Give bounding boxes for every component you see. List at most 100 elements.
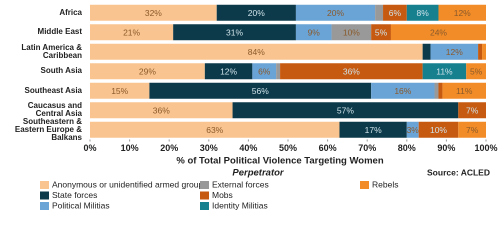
x-tick-label: 0% [83,143,96,153]
x-tick-label: 20% [160,143,178,153]
data-label: 5% [375,28,388,38]
legend-label: Mobs [212,190,233,200]
x-tick-label: 100% [474,143,497,153]
bar-segment [466,63,486,80]
data-label: 7% [466,106,479,116]
bar-segment [406,4,439,21]
bar-segment [90,43,423,60]
legend-label: Identity Militias [212,200,268,210]
x-tick-label: 10% [121,143,139,153]
bar-segment [173,24,296,41]
bar-segment [482,43,486,60]
data-label: 12% [446,47,463,57]
legend-label: Political Militias [52,200,110,210]
x-tick-label: 50% [279,143,297,153]
bar-segment [390,24,486,41]
bar-segment [339,121,407,138]
bar-segment [90,102,233,119]
data-label: 17% [365,125,382,135]
data-label: 12% [220,67,237,77]
legend-label: Anonymous or unidentified armed groups [52,179,207,189]
bar-segment [406,121,419,138]
chart-container: % of Total Political Violence Targeting … [14,4,498,210]
y-tick-label: Africa [59,7,82,17]
y-tick-label: Southeast Asia [24,85,83,95]
bar-segment [458,102,486,119]
bar-segment [90,4,217,21]
data-label: 12% [454,8,471,18]
data-label: 31% [226,28,243,38]
data-label: 32% [145,8,162,18]
y-tick-label: South Asia [40,66,82,76]
legend-swatch [40,202,49,210]
legend-label: External forces [212,179,269,189]
data-label: 21% [123,28,140,38]
bar-segment [438,82,443,99]
x-tick-label: 40% [239,143,257,153]
y-tick-label: Middle East [37,27,82,37]
bar-segment [478,43,483,60]
legend-title: Perpetrator [232,168,285,179]
data-label: 3% [407,125,420,135]
bar-segment [295,24,332,41]
y-tick-label: Caucasus and Central Asia [27,101,82,119]
data-label: 16% [394,86,411,96]
bar-segment [280,63,423,80]
data-label: 7% [466,125,479,135]
bar-segment [442,82,486,99]
x-tick-label: 60% [319,143,337,153]
data-label: 20% [248,8,265,18]
legend-swatch [200,202,209,210]
legend-swatch [200,191,209,200]
bar-segment [331,24,372,41]
bar-segment [90,63,205,80]
x-tick-label: 70% [358,143,376,153]
bar-segment [295,4,376,21]
data-label: 10% [430,125,447,135]
data-label: 5% [470,67,483,77]
bar-segment [371,24,391,41]
legend-swatch [200,181,209,189]
data-label: 84% [248,47,265,57]
bar-segment [383,4,407,21]
y-tick-label: Southeastern & Eastern Europe & Balkans [14,116,82,142]
data-label: 56% [252,86,269,96]
bar-segment [204,63,253,80]
legend-label: Rebels [372,179,398,189]
data-label: 36% [153,106,170,116]
x-tick-label: 30% [200,143,218,153]
legend-swatch [40,181,49,189]
bar-segment [418,121,459,138]
bar-segment [216,4,296,21]
y-tick-label: Latin America & Caribbean [21,42,82,60]
bar-segment [276,63,281,80]
data-label: 9% [308,28,321,38]
chart: % of Total Political Violence Targeting … [40,4,498,210]
legend-swatch [360,181,369,189]
source: Source: ACLED [427,167,490,177]
data-label: 10% [343,28,360,38]
data-label: 29% [139,67,156,77]
data-label: 15% [111,86,128,96]
bar-segment [434,82,439,99]
data-label: 36% [343,67,360,77]
bar-segment [232,102,459,119]
bar-segment [375,4,384,21]
bar-segment [252,63,277,80]
bar-segment [90,82,150,99]
bar-segment [90,121,340,138]
bar-segment [90,24,174,41]
legend-swatch [40,191,49,200]
legend-label: State forces [52,190,97,200]
data-label: 63% [206,125,223,135]
x-tick-label: 90% [437,143,455,153]
data-label: 24% [430,28,447,38]
bar-segment [371,82,435,99]
x-axis-label: % of Total Political Violence Targeting … [176,156,383,167]
bar-segment [458,121,486,138]
bar-segment [422,43,431,60]
bar-segment [422,63,467,80]
data-label: 20% [327,8,344,18]
data-label: 11% [436,67,453,77]
data-label: 6% [258,67,271,77]
